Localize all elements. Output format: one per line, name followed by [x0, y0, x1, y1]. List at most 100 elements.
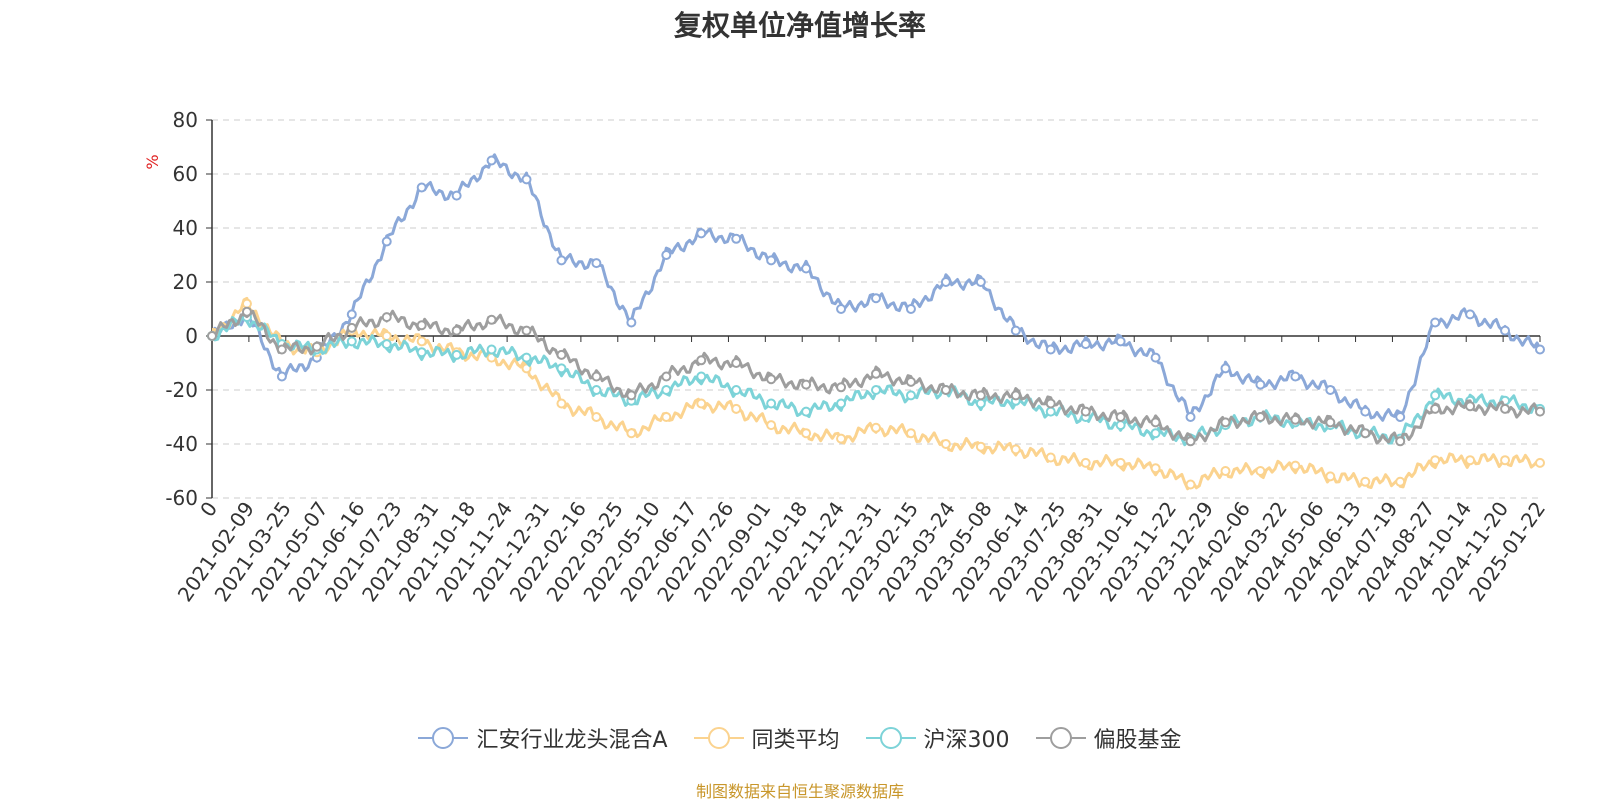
- data-point: [626, 390, 637, 401]
- data-point: [836, 433, 847, 444]
- y-tick-label: 20: [173, 270, 198, 294]
- data-point: [1115, 336, 1126, 347]
- data-point: [1115, 457, 1126, 468]
- y-tick-label: -60: [165, 486, 198, 510]
- data-point: [556, 363, 567, 374]
- data-point: [731, 385, 742, 395]
- data-point: [731, 233, 742, 244]
- data-point: [1255, 466, 1266, 476]
- data-point: [1080, 406, 1091, 417]
- data-point: [871, 422, 881, 433]
- data-point: [1010, 390, 1021, 401]
- data-point: [1220, 417, 1231, 428]
- data-point: [1395, 436, 1406, 447]
- legend-item[interactable]: 汇安行业龙头混合A: [418, 722, 668, 754]
- data-point: [1325, 417, 1336, 428]
- data-point: [1045, 406, 1056, 417]
- data-point: [241, 298, 252, 309]
- data-point: [381, 236, 392, 247]
- data-point: [836, 382, 847, 393]
- data-point: [1535, 406, 1545, 417]
- data-point: [905, 304, 916, 314]
- data-point: [381, 339, 392, 350]
- data-point: [696, 371, 707, 382]
- data-point: [486, 155, 497, 166]
- data-point: [1430, 317, 1441, 328]
- data-point: [346, 336, 357, 347]
- legend: 汇安行业龙头混合A 同类平均 沪深300 偏股基金: [0, 722, 1600, 754]
- y-tick-label: 0: [185, 324, 198, 348]
- data-point: [486, 314, 497, 325]
- y-tick-label: 60: [173, 162, 198, 186]
- data-point: [766, 374, 777, 385]
- data-point: [486, 344, 497, 355]
- source-note: 制图数据来自恒生聚源数据库: [695, 782, 904, 801]
- data-point: [1185, 436, 1196, 447]
- legend-item[interactable]: 偏股基金: [1035, 722, 1182, 754]
- data-point: [1115, 420, 1126, 431]
- data-point: [626, 317, 637, 328]
- data-point: [801, 428, 812, 439]
- series-line: [210, 153, 1542, 422]
- data-point: [626, 428, 637, 439]
- data-point: [1500, 403, 1511, 414]
- data-point: [1185, 479, 1196, 490]
- data-point: [1430, 403, 1441, 414]
- data-point: [1290, 414, 1301, 425]
- data-point: [871, 293, 881, 304]
- data-point: [801, 263, 812, 274]
- data-point: [1290, 460, 1301, 471]
- data-point: [940, 385, 951, 395]
- data-point: [1045, 452, 1056, 463]
- data-point: [696, 228, 707, 239]
- data-point: [556, 398, 567, 409]
- data-point: [1150, 352, 1161, 363]
- data-point: [1500, 325, 1511, 336]
- data-point: [696, 355, 707, 366]
- data-point: [591, 371, 602, 382]
- data-point: [1465, 309, 1476, 320]
- data-point: [1220, 363, 1231, 374]
- data-point: [521, 325, 532, 336]
- data-point: [1430, 455, 1441, 466]
- y-tick-label: 40: [173, 216, 198, 240]
- data-point: [1360, 428, 1371, 439]
- data-point: [661, 385, 672, 395]
- data-point: [1255, 412, 1266, 422]
- data-point: [1290, 371, 1301, 382]
- data-point: [871, 385, 881, 395]
- data-point: [1080, 339, 1091, 350]
- legend-label: 汇安行业龙头混合A: [476, 728, 668, 753]
- data-point: [416, 347, 427, 358]
- data-point: [905, 428, 916, 439]
- data-point: [276, 344, 287, 355]
- data-point: [1010, 444, 1021, 455]
- data-point: [556, 255, 567, 266]
- data-point: [801, 379, 812, 390]
- data-point: [207, 331, 217, 341]
- data-point: [661, 250, 672, 260]
- data-point: [905, 376, 916, 387]
- data-point: [1185, 412, 1196, 422]
- data-point: [731, 358, 742, 368]
- data-point: [1395, 412, 1406, 422]
- data-point: [241, 306, 252, 317]
- data-point: [556, 349, 567, 360]
- legend-item[interactable]: 同类平均: [693, 722, 840, 754]
- data-point: [416, 336, 427, 347]
- legend-label: 同类平均: [751, 728, 840, 753]
- data-point: [591, 385, 602, 395]
- data-point: [975, 277, 986, 287]
- legend-label: 偏股基金: [1093, 728, 1182, 753]
- data-point: [451, 325, 462, 336]
- data-point: [1535, 457, 1545, 468]
- legend-item[interactable]: 沪深300: [865, 722, 1010, 754]
- data-point: [1535, 344, 1545, 355]
- data-point: [1150, 463, 1161, 474]
- data-point: [836, 398, 847, 409]
- data-point: [1465, 455, 1476, 466]
- data-point: [1115, 412, 1126, 422]
- data-point: [346, 322, 357, 333]
- series-line: [211, 309, 1541, 445]
